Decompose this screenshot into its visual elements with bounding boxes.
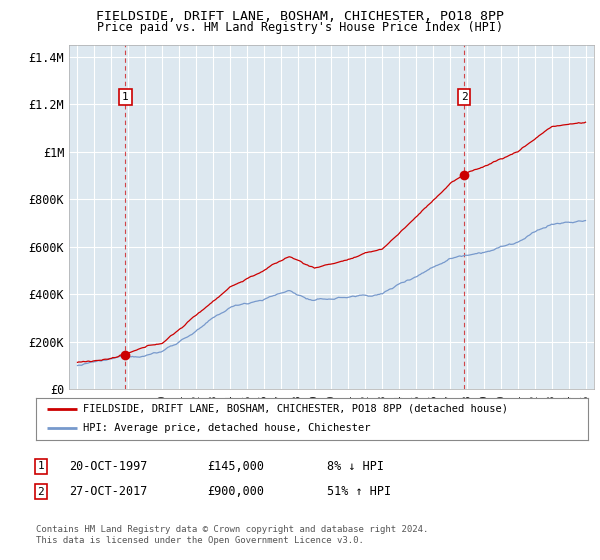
- Text: £900,000: £900,000: [207, 485, 264, 498]
- Text: 20-OCT-1997: 20-OCT-1997: [69, 460, 148, 473]
- Text: FIELDSIDE, DRIFT LANE, BOSHAM, CHICHESTER, PO18 8PP (detached house): FIELDSIDE, DRIFT LANE, BOSHAM, CHICHESTE…: [83, 404, 508, 414]
- Text: 8% ↓ HPI: 8% ↓ HPI: [327, 460, 384, 473]
- Text: £145,000: £145,000: [207, 460, 264, 473]
- Text: Contains HM Land Registry data © Crown copyright and database right 2024.
This d: Contains HM Land Registry data © Crown c…: [36, 525, 428, 545]
- Text: 27-OCT-2017: 27-OCT-2017: [69, 485, 148, 498]
- Text: 2: 2: [37, 487, 44, 497]
- Text: HPI: Average price, detached house, Chichester: HPI: Average price, detached house, Chic…: [83, 423, 370, 433]
- Text: FIELDSIDE, DRIFT LANE, BOSHAM, CHICHESTER, PO18 8PP: FIELDSIDE, DRIFT LANE, BOSHAM, CHICHESTE…: [96, 10, 504, 23]
- Text: 2: 2: [461, 92, 467, 102]
- Text: 1: 1: [122, 92, 129, 102]
- Text: 1: 1: [37, 461, 44, 472]
- Text: 51% ↑ HPI: 51% ↑ HPI: [327, 485, 391, 498]
- Text: Price paid vs. HM Land Registry's House Price Index (HPI): Price paid vs. HM Land Registry's House …: [97, 21, 503, 34]
